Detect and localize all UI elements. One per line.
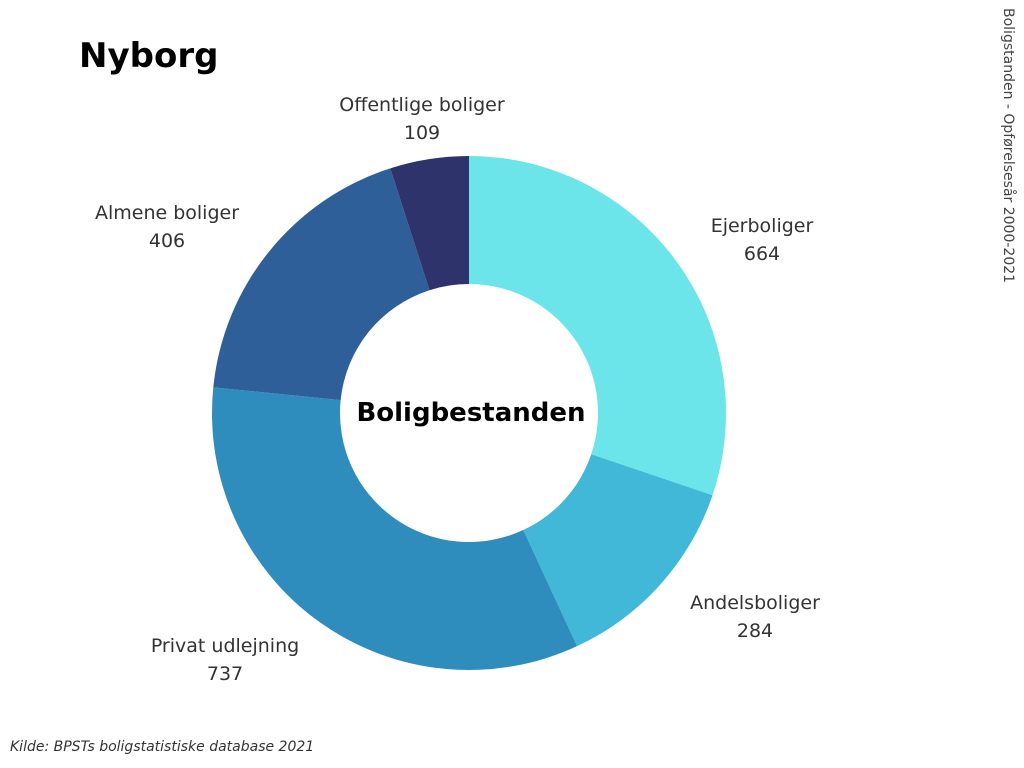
slice-label-value: 664	[744, 243, 780, 265]
slice-label-name: Ejerboliger	[711, 215, 814, 237]
chart-center-label: Boligbestanden	[356, 398, 585, 428]
slice-offentlige-boliger	[390, 156, 469, 291]
slice-label-name: Almene boliger	[95, 202, 239, 224]
slice-label-value: 737	[207, 663, 243, 685]
labels-group: Ejerboliger 664 Andelsboliger 284 Privat udl…	[95, 94, 820, 685]
slice-label-value: 284	[737, 620, 773, 642]
slice-ejerboliger	[469, 156, 726, 496]
slice-almene-boliger	[213, 168, 430, 401]
slice-label-name: Privat udlejning	[151, 635, 299, 657]
slice-andelsboliger	[523, 454, 713, 647]
page-title: Nyborg	[79, 36, 219, 76]
slice-label-value: 109	[404, 122, 440, 144]
slice-privat-udlejning	[212, 387, 578, 670]
slices-group	[212, 156, 726, 670]
side-caption: Boligstanden - Opførelsesår 2000-2021	[1000, 8, 1016, 284]
slice-label-name: Andelsboliger	[690, 592, 820, 614]
slice-label-name: Offentlige boliger	[339, 94, 505, 116]
source-note: Kilde: BPSTs boligstatistiske database 2…	[10, 739, 315, 755]
slice-label-value: 406	[149, 230, 185, 252]
